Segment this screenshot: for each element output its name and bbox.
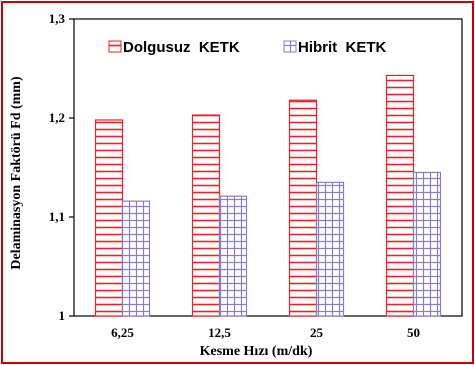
x-tick-label: 12,5 xyxy=(208,325,231,340)
bar-dolgusuz xyxy=(288,99,318,317)
y-axis-title: Delaminasyon Faktörü Fd (mm) xyxy=(9,76,24,270)
legend-swatch-dolgusuz xyxy=(108,40,122,53)
y-tick-label: 1,3 xyxy=(49,11,66,26)
y-tick-label: 1 xyxy=(59,308,66,323)
bar-dolgusuz xyxy=(385,74,415,317)
legend: Dolgusuz KETK Hibrit KETK xyxy=(108,39,386,56)
x-tick-label: 6,25 xyxy=(111,325,134,340)
x-tick-label: 50 xyxy=(407,325,420,340)
y-tick-label: 1,1 xyxy=(49,209,65,224)
bar-hibrit xyxy=(412,171,442,317)
legend-swatch-hibrit xyxy=(283,40,297,53)
plot-border xyxy=(73,18,463,317)
bar-hibrit xyxy=(315,181,345,317)
bar-dolgusuz xyxy=(191,114,221,317)
legend-label-dolgusuz: Dolgusuz KETK xyxy=(123,39,240,56)
bar-hibrit xyxy=(121,200,151,317)
bar-dolgusuz xyxy=(94,119,124,317)
plot-area: 1 1,1 1,2 1,3 6,25 12,5 25 50 xyxy=(49,11,463,340)
y-tick-label: 1,2 xyxy=(49,110,65,125)
bar-hibrit xyxy=(218,195,248,317)
x-axis-title: Kesme Hızı (m/dk) xyxy=(200,344,313,359)
legend-label-hibrit: Hibrit KETK xyxy=(298,39,386,56)
x-tick-label: 25 xyxy=(310,325,324,340)
